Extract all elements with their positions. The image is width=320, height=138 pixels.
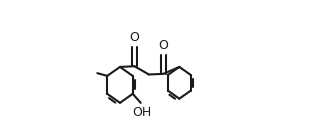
Text: O: O (158, 39, 168, 52)
Text: OH: OH (132, 106, 151, 119)
Text: O: O (130, 31, 140, 44)
